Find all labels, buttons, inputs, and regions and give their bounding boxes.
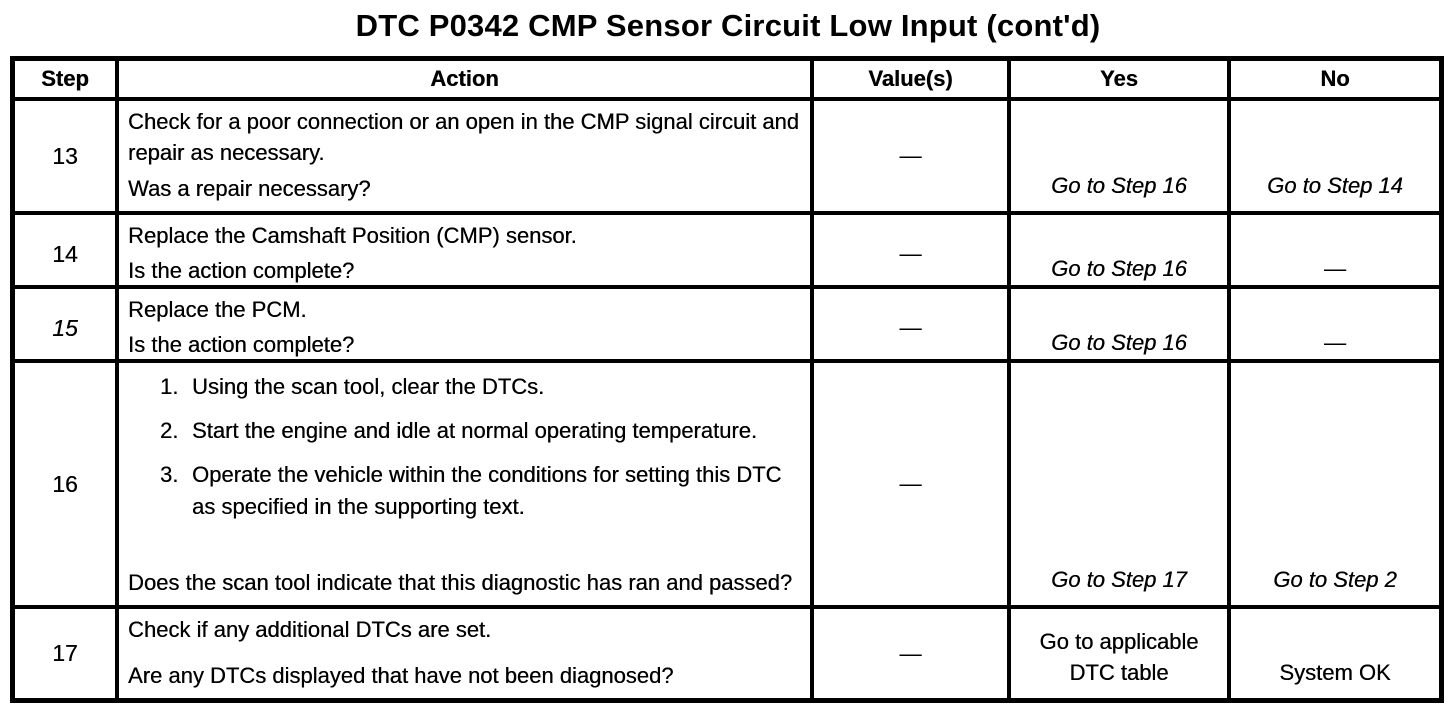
value-cell: —: [810, 363, 1007, 605]
list-number: 1.: [160, 374, 179, 399]
step-number: 13: [52, 142, 78, 169]
list-item: 2. Start the engine and idle at normal o…: [160, 415, 802, 446]
action-question: Was a repair necessary?: [128, 175, 371, 201]
page-title: DTC P0342 CMP Sensor Circuit Low Input (…: [355, 8, 1101, 43]
action-cell: Replace the Camshaft Position (CMP) sens…: [115, 215, 810, 294]
step-number: 14: [52, 240, 78, 267]
yes-cell: Go to applicable DTC table: [1007, 609, 1227, 698]
action-text: Replace the Camshaft Position (CMP) sens…: [128, 223, 577, 248]
step-number: 16: [52, 470, 78, 497]
yes-cell: Go to Step 17: [1007, 363, 1227, 605]
action-cell: Check for a poor connection or an open i…: [115, 101, 810, 211]
list-number: 2.: [160, 418, 179, 444]
action-text: Check for a poor connection or an open i…: [128, 109, 799, 166]
header-cell-no: No: [1227, 61, 1439, 97]
action-question: Are any DTCs displayed that have not bee…: [128, 662, 674, 688]
yes-cell: Go to Step 16: [1007, 215, 1227, 294]
header-cell-step: Step: [41, 66, 89, 91]
list-text: Using the scan tool, clear the DTCs.: [192, 374, 545, 399]
list-text: Operate the vehicle within the condition…: [192, 462, 782, 519]
no-cell: —: [1227, 289, 1439, 368]
action-numbered-list: 1. Using the scan tool, clear the DTCs. …: [128, 371, 802, 522]
no-cell: Go to Step 2: [1227, 363, 1439, 605]
list-number: 3.: [160, 462, 179, 488]
table-row: 17 Check if any additional DTCs are set.…: [15, 605, 1439, 698]
table-row: 16 1. Using the scan tool, clear the DTC…: [15, 359, 1439, 605]
yes-cell: Go to Step 16: [1007, 289, 1227, 368]
action-question: Is the action complete?: [128, 332, 355, 358]
action-cell: 1. Using the scan tool, clear the DTCs. …: [115, 363, 810, 605]
action-question: Is the action complete?: [128, 258, 355, 284]
header-cell-yes: Yes: [1007, 61, 1227, 97]
diagnostic-table: Step Action Value(s) Yes No 13 Check for…: [10, 56, 1444, 703]
value-cell: —: [810, 289, 1007, 368]
table-row: 15 Replace the PCM. Is the action comple…: [15, 285, 1439, 368]
value-cell: —: [810, 609, 1007, 698]
action-cell: Replace the PCM. Is the action complete?: [115, 289, 810, 368]
no-cell: Go to Step 14: [1227, 101, 1439, 211]
value-cell: —: [810, 215, 1007, 294]
action-text: Replace the PCM.: [128, 297, 307, 322]
list-item: 3. Operate the vehicle within the condit…: [160, 459, 802, 521]
step-number: 15: [52, 314, 78, 341]
header-cell-action: Action: [115, 61, 810, 97]
action-question: Does the scan tool indicate that this di…: [128, 569, 793, 595]
step-number: 17: [52, 640, 78, 666]
table-row: 13 Check for a poor connection or an ope…: [15, 97, 1439, 211]
no-cell: —: [1227, 215, 1439, 294]
value-cell: —: [810, 101, 1007, 211]
list-text: Start the engine and idle at normal oper…: [192, 418, 758, 444]
table-header-row: Step Action Value(s) Yes No: [15, 61, 1439, 97]
list-item: 1. Using the scan tool, clear the DTCs.: [160, 371, 802, 402]
no-cell: System OK: [1227, 609, 1439, 698]
yes-cell: Go to Step 16: [1007, 101, 1227, 211]
table-row: 14 Replace the Camshaft Position (CMP) s…: [15, 211, 1439, 294]
action-text: Check if any additional DTCs are set.: [128, 617, 492, 642]
action-cell: Check if any additional DTCs are set. Ar…: [115, 609, 810, 698]
header-cell-values: Value(s): [810, 61, 1007, 97]
